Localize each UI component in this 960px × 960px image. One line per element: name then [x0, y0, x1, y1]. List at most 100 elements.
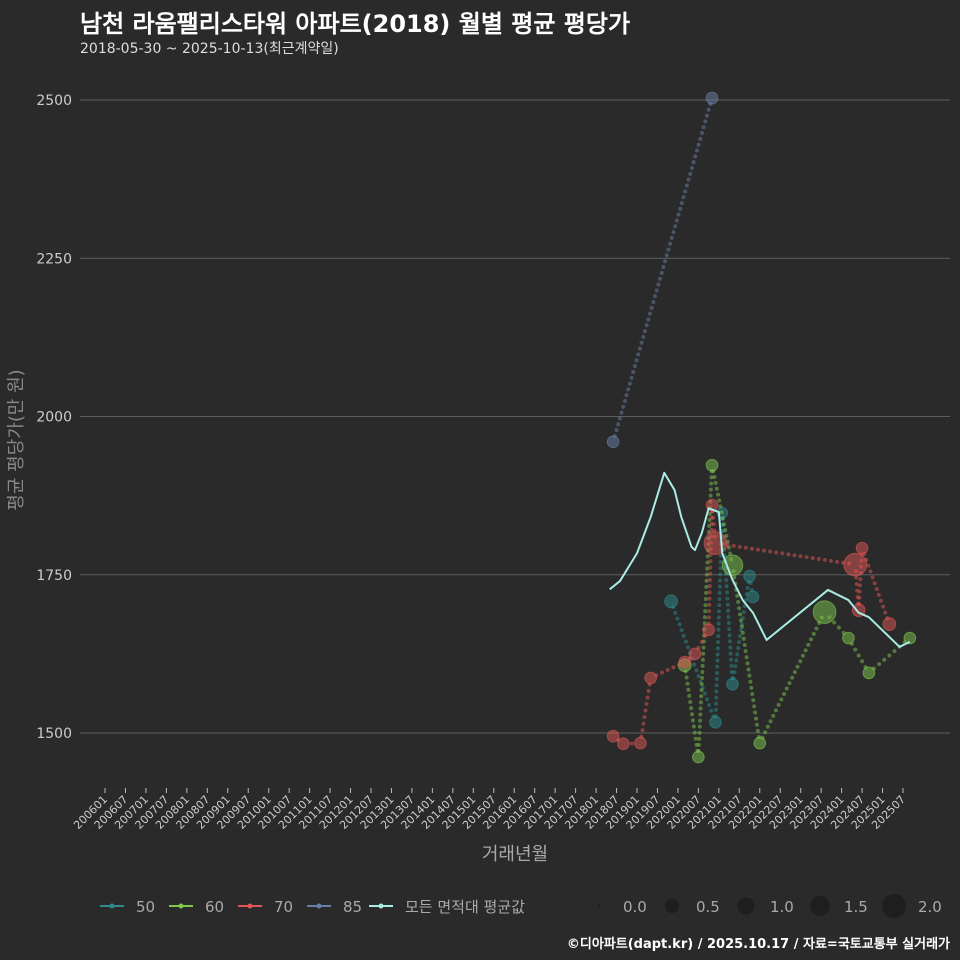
legend-label: 70: [274, 898, 293, 916]
bubble-60: [753, 736, 767, 750]
connector-dot: [743, 545, 748, 550]
connector-dot: [646, 317, 651, 322]
connector-dot: [748, 679, 753, 684]
connector-dot: [692, 730, 697, 735]
connector-dot: [716, 627, 721, 632]
connector-dot: [741, 610, 746, 615]
bubble-50: [743, 569, 756, 583]
connector-dot: [737, 640, 742, 645]
connector-dot: [700, 676, 705, 681]
connector-dot: [744, 655, 749, 660]
connector-dot: [708, 487, 713, 492]
connector-dot: [765, 724, 770, 729]
connector-dot: [717, 498, 722, 503]
connector-dot: [693, 736, 698, 741]
connector-dot: [648, 311, 653, 316]
connector-dot: [729, 657, 734, 662]
connector-dot: [836, 625, 841, 630]
connector-dot: [641, 334, 646, 339]
connector-dot: [644, 702, 649, 707]
size-legend-circle: [665, 899, 679, 913]
connector-dot: [768, 719, 773, 724]
connector-dot: [699, 639, 704, 644]
connector-dot: [892, 649, 897, 654]
connector-dot: [691, 724, 696, 729]
connector-dot: [707, 702, 712, 707]
size-legend-circle: [810, 896, 830, 916]
connector-dot: [693, 154, 698, 159]
connector-dot: [614, 428, 619, 433]
connector-dot: [714, 677, 719, 682]
connector-dot: [854, 575, 859, 580]
connector-dot: [709, 475, 714, 480]
connector-dot: [639, 340, 644, 345]
connector-dot: [860, 659, 865, 664]
chart-subtitle: 2018-05-30 ~ 2025-10-13(최근계약일): [80, 41, 339, 57]
connector-dot: [771, 713, 776, 718]
connector-dot: [739, 624, 744, 629]
size-legend-label: 0.0: [623, 898, 647, 916]
connector-dot: [626, 387, 631, 392]
connector-dot: [715, 664, 720, 669]
connector-dot: [664, 253, 669, 258]
connector-dot: [728, 551, 733, 556]
connector-dot: [712, 475, 717, 480]
connector-dot: [699, 131, 704, 136]
connector-dot: [619, 410, 624, 415]
connector-dot: [632, 364, 637, 369]
size-legend-circle: [737, 897, 755, 915]
average-line: [609, 471, 911, 648]
connector-dot: [698, 136, 703, 141]
connector-dot: [741, 636, 746, 641]
connector-dot: [749, 685, 754, 690]
connector-dot: [755, 728, 760, 733]
connector-dot: [703, 596, 708, 601]
connector-dot: [763, 730, 768, 735]
connector-dot: [673, 610, 678, 615]
connector-dot: [750, 692, 755, 697]
connector-dot: [727, 627, 732, 632]
connector-dot: [702, 615, 707, 620]
connector-dot: [803, 648, 808, 653]
connector-dot: [737, 544, 742, 549]
connector-dot: [707, 590, 712, 595]
connector-dot: [740, 630, 745, 635]
connector-dot: [705, 560, 710, 565]
y-tick-label: 2250: [36, 251, 72, 267]
connector-dot: [711, 522, 716, 527]
connector-dot: [746, 667, 751, 672]
connector-dot: [717, 596, 722, 601]
connector-dot: [629, 741, 634, 746]
legend-label: 50: [136, 898, 155, 916]
connector-dot: [722, 522, 727, 527]
connector-dot: [681, 195, 686, 200]
connector-dot: [651, 300, 656, 305]
connector-dot: [737, 606, 742, 611]
bubble-70: [617, 737, 630, 751]
connector-dot: [814, 626, 819, 631]
connector-dot: [874, 587, 879, 592]
connector-dot: [762, 548, 767, 553]
connector-dot: [719, 510, 724, 515]
connector-dot: [690, 712, 695, 717]
y-tick-label: 1750: [36, 568, 72, 584]
connector-dot: [700, 663, 705, 668]
connector-dot: [659, 270, 664, 275]
connector-dot: [857, 589, 862, 594]
connector-dot: [743, 649, 748, 654]
connector-dot: [754, 722, 759, 727]
connector-dot: [624, 393, 629, 398]
connector-dot: [752, 704, 757, 709]
connector-dot: [735, 652, 740, 657]
connector-dot: [708, 559, 713, 564]
connector-dot: [688, 699, 693, 704]
connector-dot: [685, 681, 690, 686]
legend-dot: [247, 903, 253, 909]
connector-dot: [714, 486, 719, 491]
connector-dot: [718, 578, 723, 583]
connector-dot: [704, 584, 709, 589]
connector-dot: [731, 543, 736, 548]
connector-dot: [790, 675, 795, 680]
connector-dot: [717, 590, 722, 595]
size-legend-label: 2.0: [918, 898, 942, 916]
